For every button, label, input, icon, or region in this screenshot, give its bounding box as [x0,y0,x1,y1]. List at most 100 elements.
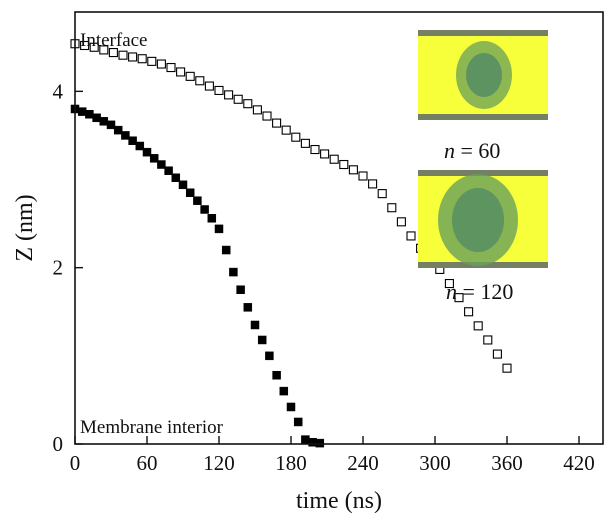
x-tick-label: 300 [419,451,451,475]
nanoparticle-core [452,188,504,252]
data-point-filled [142,147,152,157]
data-point-open [454,293,464,303]
data-point-filled [128,136,137,145]
data-point-open [204,81,214,91]
data-point-open [233,94,243,104]
inset-label-n60: n = 60 [444,138,500,163]
data-point-filled [221,245,231,255]
data-point-filled [99,117,109,126]
data-point-open [214,85,224,96]
data-point-filled [77,107,87,116]
annotation-membrane-interior: Membrane interior [80,417,224,438]
data-point-filled [85,110,94,119]
data-point-filled [315,438,325,448]
data-point-filled [178,180,188,190]
data-point-filled [185,188,195,197]
data-point-filled [113,125,123,135]
data-point-filled [200,205,209,214]
data-point-filled [106,120,116,130]
data-point-filled [121,131,130,140]
data-point-open [224,90,234,100]
data-point-open [291,132,301,142]
data-point-open [195,76,205,86]
plot-frame [74,11,604,445]
inset-label-n120: n = 120 [446,279,513,304]
headgroup-layer-top [418,170,548,176]
x-axis-title: time (ns) [296,488,382,514]
data-point-filled [257,335,267,345]
inset-label-var: n [444,138,455,163]
data-point-open [387,203,397,213]
data-point-filled [250,320,260,330]
data-point-open [310,144,320,155]
inset-label-var: n [446,279,457,304]
data-point-open [156,59,166,69]
x-tick-label: 0 [70,451,81,475]
data-point-filled [236,285,245,294]
data-point-open [339,159,349,170]
data-point-open [492,349,502,359]
series-0 [70,104,325,448]
y-tick-label: 4 [53,79,64,103]
data-point-filled [157,160,166,169]
data-point-filled [243,303,253,312]
data-point-open [99,45,109,55]
data-point-open [300,138,310,148]
data-point-open [444,278,454,289]
data-point-filled [171,173,181,182]
data-point-open [137,54,147,64]
axis-ticks: 0 60 120 180 240 300 360 420 0 2 4 [53,79,595,475]
data-point-filled [286,402,296,412]
data-point-open [473,321,483,331]
data-point-open [358,171,368,181]
data-point-open [118,50,128,60]
data-point-open [377,189,387,199]
data-point-filled [293,417,303,427]
data-point-filled [193,196,202,205]
data-point-filled [149,154,159,163]
data-point-open [243,99,253,109]
data-point-open [348,165,358,175]
data-point-open [128,52,138,62]
x-tick-label: 60 [137,451,158,475]
x-tick-label: 240 [347,451,379,475]
data-point-open [329,154,339,164]
x-tick-label: 420 [563,451,595,475]
data-point-open [252,105,262,115]
data-marks [70,39,512,448]
data-point-filled [207,214,217,223]
y-tick-label: 2 [53,256,64,280]
annotation-interface: Interface [80,30,148,51]
data-point-open [89,42,99,52]
data-point-filled [265,351,274,361]
data-point-open [396,217,406,227]
data-point-filled [214,224,224,234]
series-1 [70,39,512,373]
data-point-open [502,363,512,373]
data-point-filled [279,386,289,396]
y-tick-label: 0 [53,432,64,456]
x-tick-label: 120 [203,451,235,475]
data-point-open [147,56,157,66]
data-point-open [108,48,118,58]
data-point-filled [164,166,173,175]
data-point-open [368,179,378,189]
data-point-open [185,71,195,81]
data-point-open [176,67,186,77]
data-point-open [166,62,176,73]
data-point-open [80,40,90,51]
headgroup-layer-top [418,30,548,36]
data-point-open [272,118,282,128]
data-point-open [262,111,272,121]
data-point-filled [272,370,281,380]
data-point-filled [135,141,145,151]
data-point-open [483,335,493,345]
data-point-filled [301,435,310,444]
data-point-filled [229,267,238,277]
x-tick-label: 180 [275,451,307,475]
nanoparticle-core [466,53,502,97]
inset-label-value: = 60 [455,138,500,163]
data-point-open [320,149,330,159]
headgroup-layer-bottom [418,114,548,120]
